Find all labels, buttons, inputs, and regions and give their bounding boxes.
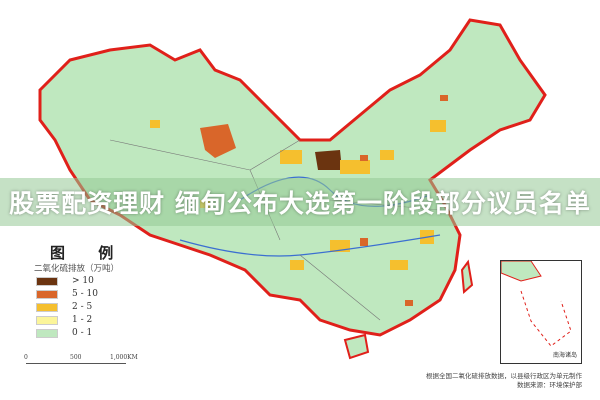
taiwan-island [460,259,474,295]
hainan-island [343,333,370,360]
scale-tick: 0 [24,354,28,361]
map-footer: 根据全国二氧化硫排放数据，以县级行政区为单元制作 数据来源：环境保护部 [426,372,582,390]
legend-label: > 10 [72,276,94,286]
footer-source: 数据来源：环境保护部 [517,381,582,389]
emission-patches [150,120,446,270]
legend-rows: > 10 5 - 10 2 - 5 1 - 2 0 - 1 [34,275,127,340]
headline-banner: 股票配资理财 缅甸公布大选第一阶段部分议员名单 [0,178,600,226]
legend-label: 2 - 5 [72,302,93,312]
scale-tick: 1,000KM [110,354,138,361]
legend-item: 0 - 1 [34,327,127,340]
legend-swatch [36,329,58,338]
footer-note: 根据全国二氧化硫排放数据，以县级行政区为单元制作 [426,372,582,380]
legend-swatch [36,290,58,299]
legend-item: > 10 [34,275,127,288]
legend-label: 1 - 2 [72,315,93,325]
legend-subtitle: 二氧化硫排放（万吨） [34,264,120,274]
legend-title: 图 例 [50,244,128,262]
legend-label: 0 - 1 [72,328,93,338]
legend-swatch [36,316,58,325]
inset-map [500,260,572,347]
orange-patches [360,95,448,306]
legend-swatch [36,303,58,312]
scale-tick: 500 [70,354,82,361]
scale-bar: 0 500 1,000KM [22,354,152,366]
south-china-sea-inset: 南海诸岛 [500,260,582,364]
legend-item: 1 - 2 [34,314,127,327]
map-legend: 图 例 二氧化硫排放（万吨） > 10 5 - 10 2 - 5 1 - 2 0 - 1 [34,244,127,340]
north-dark-region [315,150,342,170]
legend-label: 5 - 10 [72,289,98,299]
xinjiang-dark-region [200,124,236,158]
legend-item: 5 - 10 [34,288,127,301]
legend-item: 2 - 5 [34,301,127,314]
inset-label: 南海诸岛 [552,352,577,359]
headline-text: 股票配资理财 缅甸公布大选第一阶段部分议员名单 [9,189,591,218]
scale-line [26,363,126,364]
legend-swatch [36,277,58,286]
